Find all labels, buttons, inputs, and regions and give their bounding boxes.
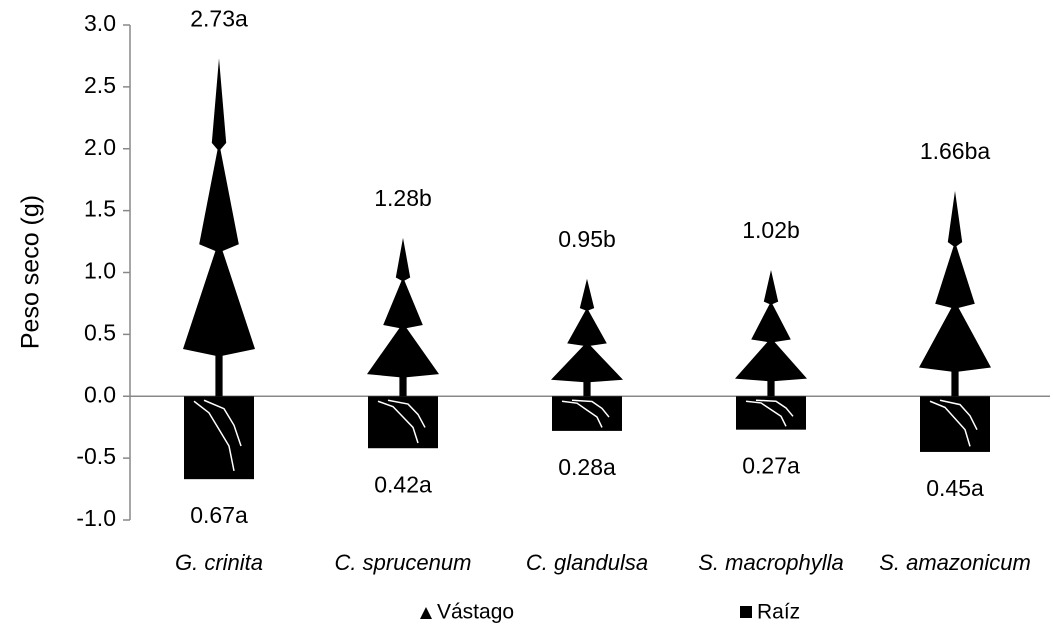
legend-marker	[740, 606, 752, 618]
shoot-bar	[367, 238, 439, 396]
value-label: 0.28a	[558, 454, 616, 480]
shoot-bar	[183, 58, 255, 396]
legend-label: Vástago	[437, 601, 514, 624]
x-tick-label: S. amazonicum	[879, 550, 1031, 575]
x-tick-label: C. sprucenum	[335, 550, 472, 575]
y-tick-label: 1.0	[84, 258, 116, 284]
y-tick-label: 0.0	[84, 381, 116, 407]
shoot-bar	[551, 279, 623, 397]
legend-label: Raíz	[757, 601, 800, 624]
y-tick-label: 1.5	[84, 196, 116, 222]
legend-marker	[420, 607, 432, 619]
shoot-bar	[919, 191, 991, 396]
y-tick-label: 0.5	[84, 319, 116, 345]
value-label: 0.95b	[558, 226, 616, 252]
value-label: 0.42a	[374, 471, 432, 497]
x-tick-label: G. crinita	[175, 550, 263, 575]
root-bar	[920, 396, 990, 452]
y-tick-label: 2.0	[84, 134, 116, 160]
y-tick-label: 3.0	[84, 10, 116, 36]
value-label: 0.67a	[190, 502, 248, 528]
chart: Peso seco (g) 3.0 2.5 2.0 1.5 1.0 0.5 0.0 -0.5 -…	[0, 0, 1053, 629]
value-label: 0.45a	[926, 475, 984, 501]
y-tick-label: -1.0	[76, 505, 116, 531]
value-label: 1.66ba	[920, 138, 991, 164]
y-tick-label: 2.5	[84, 72, 116, 98]
x-tick-label: S. macrophylla	[698, 550, 844, 575]
value-label: 2.73a	[190, 5, 248, 31]
shoot-bar	[735, 270, 807, 396]
root-bar	[184, 396, 254, 479]
value-label: 1.28b	[374, 185, 432, 211]
value-label: 0.27a	[742, 453, 800, 479]
root-bar	[368, 396, 438, 448]
x-tick-label: C. glandulsa	[526, 550, 648, 575]
y-axis-label: Peso seco (g)	[17, 195, 45, 349]
value-label: 1.02b	[742, 217, 800, 243]
y-tick-label: -0.5	[76, 443, 116, 469]
